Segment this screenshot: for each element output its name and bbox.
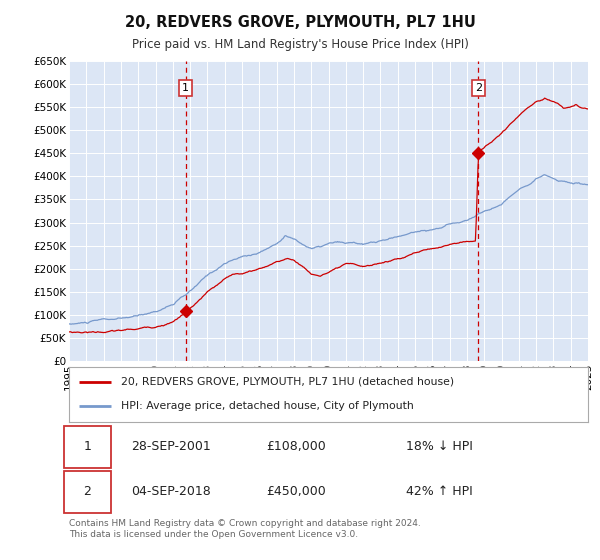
Text: 18% ↓ HPI: 18% ↓ HPI bbox=[406, 440, 473, 454]
Text: 1: 1 bbox=[83, 440, 91, 454]
Text: HPI: Average price, detached house, City of Plymouth: HPI: Average price, detached house, City… bbox=[121, 401, 413, 411]
Text: Contains HM Land Registry data © Crown copyright and database right 2024.
This d: Contains HM Land Registry data © Crown c… bbox=[69, 519, 421, 539]
Text: 42% ↑ HPI: 42% ↑ HPI bbox=[406, 486, 473, 498]
Text: 20, REDVERS GROVE, PLYMOUTH, PL7 1HU: 20, REDVERS GROVE, PLYMOUTH, PL7 1HU bbox=[125, 15, 475, 30]
Text: 20, REDVERS GROVE, PLYMOUTH, PL7 1HU (detached house): 20, REDVERS GROVE, PLYMOUTH, PL7 1HU (de… bbox=[121, 377, 454, 387]
Text: 2: 2 bbox=[475, 83, 482, 93]
FancyBboxPatch shape bbox=[64, 426, 110, 468]
FancyBboxPatch shape bbox=[64, 471, 110, 512]
Text: 28-SEP-2001: 28-SEP-2001 bbox=[131, 440, 211, 454]
Text: Price paid vs. HM Land Registry's House Price Index (HPI): Price paid vs. HM Land Registry's House … bbox=[131, 38, 469, 51]
Text: 2: 2 bbox=[83, 486, 91, 498]
Text: £108,000: £108,000 bbox=[266, 440, 326, 454]
Text: 1: 1 bbox=[182, 83, 189, 93]
Text: £450,000: £450,000 bbox=[266, 486, 326, 498]
Text: 04-SEP-2018: 04-SEP-2018 bbox=[131, 486, 211, 498]
